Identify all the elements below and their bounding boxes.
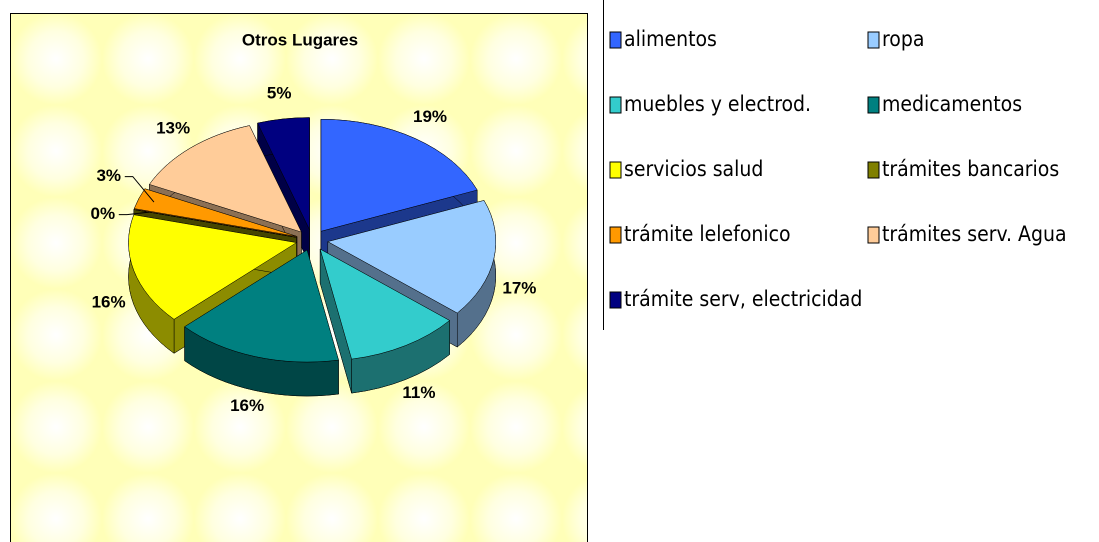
legend-label: alimentos <box>624 27 717 51</box>
legend-label: trámites bancarios <box>882 157 1059 181</box>
legend-label: servicios salud <box>624 157 763 181</box>
slice-top <box>257 117 310 230</box>
data-label: 17% <box>502 279 536 298</box>
legend-label: trámite lelefonico <box>624 222 791 246</box>
slice-top <box>149 125 302 233</box>
pie-slice <box>319 248 451 394</box>
legend-swatch <box>867 226 880 244</box>
data-label: 16% <box>92 292 126 311</box>
legend-swatch <box>609 31 622 49</box>
slice-top <box>327 200 497 314</box>
data-label: 19% <box>413 107 447 126</box>
data-label: 13% <box>156 118 190 137</box>
legend-swatch <box>609 291 622 309</box>
legend-swatch <box>609 161 622 179</box>
slice-top <box>133 188 298 237</box>
data-label: 3% <box>96 166 121 185</box>
legend-label: ropa <box>882 27 924 51</box>
legend-label: medicamentos <box>882 92 1022 116</box>
legend-label: muebles y electrod. <box>624 92 811 116</box>
slice-top <box>319 248 451 360</box>
pie-slice <box>184 249 339 397</box>
leader-line <box>124 176 155 203</box>
legend-label: trámites serv. Agua <box>882 222 1067 246</box>
data-label: 11% <box>402 383 435 402</box>
legend-swatch <box>867 96 880 114</box>
slice-top <box>128 214 298 320</box>
slice-top <box>184 249 339 363</box>
chart-title: Otros Lugares <box>242 30 358 49</box>
leader-line <box>118 211 150 216</box>
data-label: 5% <box>267 83 292 102</box>
legend-swatch <box>867 31 880 49</box>
legend-swatch <box>609 226 622 244</box>
legend-swatch <box>867 161 880 179</box>
slice-top <box>133 209 297 238</box>
data-label: 0% <box>90 204 115 223</box>
slice-top <box>320 119 478 232</box>
legend-label: trámite serv, electricidad <box>624 287 862 311</box>
data-label: 16% <box>230 396 264 415</box>
legend-swatch <box>609 96 622 114</box>
